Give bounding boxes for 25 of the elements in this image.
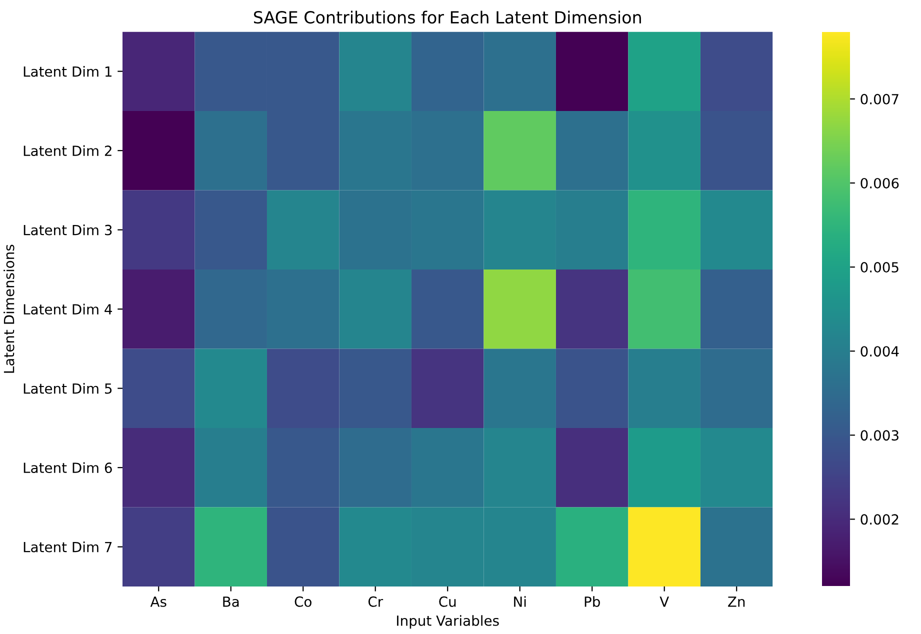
y-tick-label: Latent Dim 3	[24, 224, 112, 236]
y-tick-label: Latent Dim 7	[24, 542, 112, 552]
y-tick-label: Latent Dim 2	[24, 145, 112, 156]
chart-title: SAGE Contributions for Each Latent Dimension	[254, 10, 641, 24]
color-bar-label: 0.002	[860, 514, 898, 525]
color-bar-label: 0.004	[860, 346, 899, 357]
color-bar-label: 0.005	[860, 262, 898, 273]
x-axis-title: Input Variables	[397, 615, 499, 629]
y-tick-label: Latent Dim 1	[24, 66, 112, 77]
x-tick-label: Cr	[368, 596, 384, 607]
x-tick-label: Zn	[728, 596, 745, 607]
color-bar-label: 0.003	[860, 430, 898, 441]
x-tick-label: V	[660, 596, 669, 607]
y-tick-label: Latent Dim 6	[24, 462, 112, 474]
color-bar-label: 0.007	[860, 94, 898, 104]
x-tick-label: Co	[294, 596, 312, 607]
color-bar-label: 0.006	[860, 178, 899, 188]
y-axis-title: Latent Dimensions	[4, 244, 14, 373]
y-tick-label: Latent Dim 4	[24, 304, 112, 315]
x-tick-label: Ni	[514, 596, 526, 607]
x-tick-label: Pb	[584, 596, 600, 607]
y-tick-label: Latent Dim 5	[24, 383, 112, 394]
x-tick-label: Ba	[223, 596, 239, 607]
x-tick-label: As	[150, 596, 166, 607]
x-tick-label: Cu	[439, 596, 456, 607]
